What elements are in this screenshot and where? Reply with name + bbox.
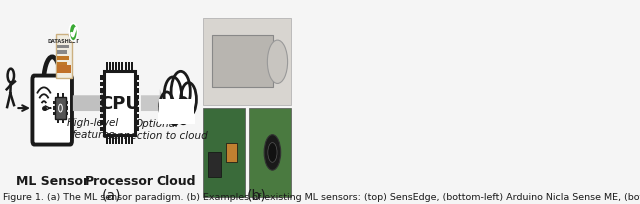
Text: (a): (a) [101, 188, 121, 202]
Bar [207, 153, 221, 177]
Bar [109, 135, 111, 144]
Bar [106, 63, 108, 72]
Circle shape [169, 101, 180, 125]
Bar [135, 114, 139, 119]
Circle shape [69, 24, 77, 42]
Bar [100, 82, 104, 87]
Polygon shape [73, 90, 108, 117]
Bar [104, 72, 135, 135]
Bar [122, 135, 124, 144]
Bar [100, 114, 104, 119]
Bar [249, 109, 291, 197]
Bar [106, 135, 108, 144]
Text: (b): (b) [246, 188, 266, 202]
Text: Processor: Processor [85, 174, 154, 187]
Circle shape [171, 72, 190, 113]
Bar [226, 143, 237, 162]
Bar [57, 119, 58, 123]
Bar [53, 101, 55, 105]
Bar [56, 35, 72, 78]
Bar [118, 63, 120, 72]
Circle shape [177, 98, 189, 124]
Bar [53, 112, 55, 116]
Bar [62, 119, 64, 123]
Bar [57, 69, 70, 72]
Bar [100, 121, 104, 125]
Text: Cloud: Cloud [157, 174, 196, 187]
Text: DATASHEET: DATASHEET [48, 38, 79, 43]
Bar [135, 108, 139, 112]
Text: CPU: CPU [99, 95, 140, 113]
Bar [100, 108, 104, 112]
Bar [135, 95, 139, 100]
Bar [57, 65, 71, 73]
Polygon shape [141, 90, 166, 117]
Bar [109, 63, 111, 72]
Bar [112, 63, 114, 72]
Bar [57, 57, 68, 61]
Bar [112, 135, 114, 144]
FancyBboxPatch shape [33, 76, 72, 145]
Bar [57, 94, 58, 98]
Bar [135, 76, 139, 80]
Bar [127, 135, 130, 144]
Text: High-level
features: High-level features [67, 118, 120, 139]
Bar [66, 101, 68, 105]
Bar [125, 63, 127, 72]
Bar [66, 107, 68, 110]
Circle shape [180, 83, 196, 117]
Bar [212, 36, 273, 88]
Bar [158, 107, 195, 124]
Bar [131, 63, 133, 72]
Bar [118, 135, 120, 144]
Bar [131, 135, 133, 144]
Bar [135, 82, 139, 87]
Bar [55, 98, 66, 119]
Polygon shape [68, 35, 72, 44]
Circle shape [164, 78, 182, 115]
Bar [135, 101, 139, 106]
Bar [100, 76, 104, 80]
Bar [135, 127, 139, 131]
Bar [203, 109, 245, 197]
Bar [125, 135, 127, 144]
Bar [57, 51, 67, 55]
Text: Optional
connection to cloud: Optional connection to cloud [106, 118, 208, 140]
Circle shape [268, 143, 277, 162]
Bar [62, 94, 64, 98]
Circle shape [264, 135, 281, 170]
Bar [122, 63, 124, 72]
Bar [100, 95, 104, 100]
Bar [159, 100, 194, 124]
Bar [53, 107, 55, 110]
Circle shape [160, 92, 173, 122]
Bar [100, 101, 104, 106]
Bar [115, 135, 117, 144]
Bar [57, 63, 67, 66]
Bar [100, 89, 104, 93]
Text: Figure 1. (a) The ML sensor paradigm. (b) Examples of existing ML sensors: (top): Figure 1. (a) The ML sensor paradigm. (b… [3, 192, 640, 201]
Bar [57, 45, 68, 49]
Circle shape [268, 41, 287, 84]
Text: ML Sensor: ML Sensor [15, 174, 89, 187]
Bar [203, 19, 291, 106]
Bar [135, 121, 139, 125]
Bar [135, 89, 139, 93]
Bar [100, 127, 104, 131]
Bar [127, 63, 130, 72]
Bar [66, 112, 68, 116]
Bar [115, 63, 117, 72]
